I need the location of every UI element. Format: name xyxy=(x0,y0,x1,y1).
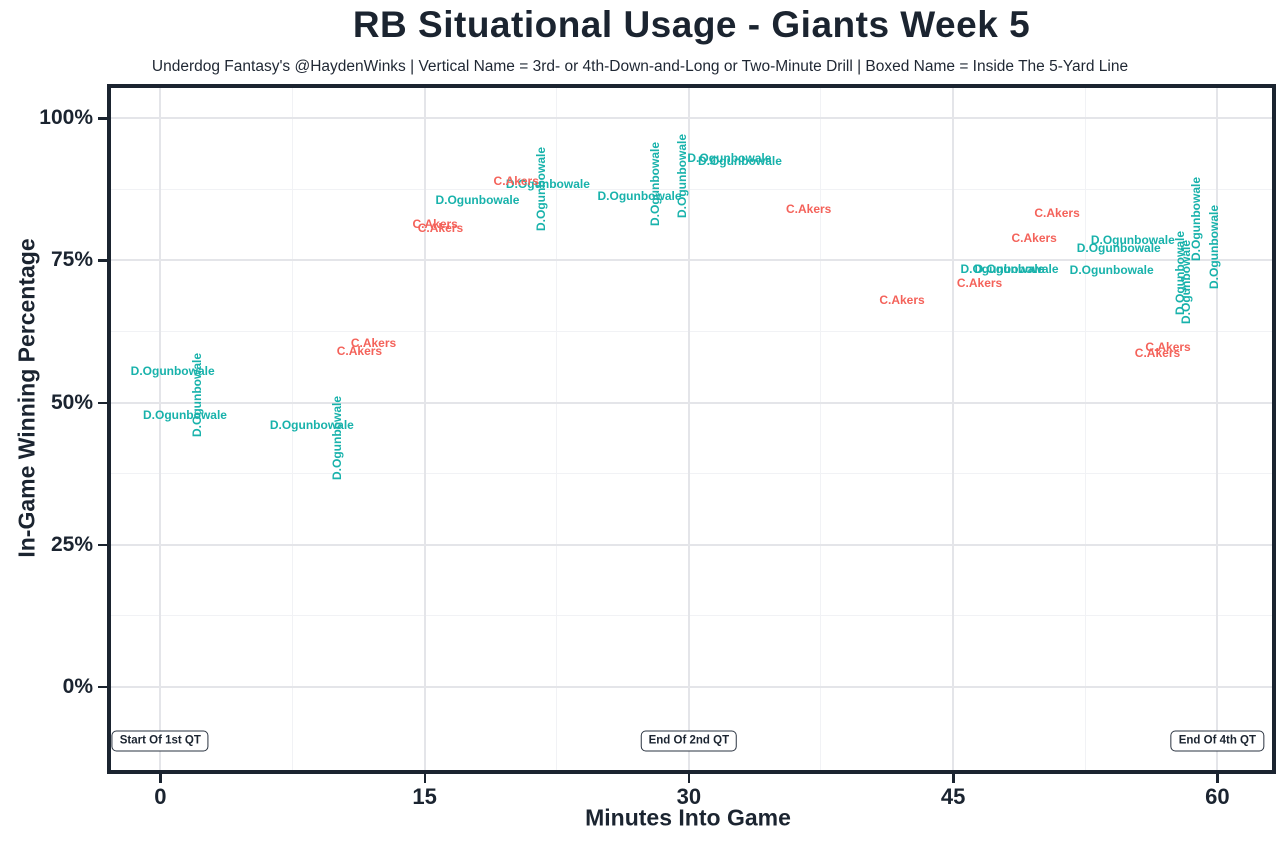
point-label-ogunbowale: D.Ogunbowale xyxy=(1090,232,1175,247)
point-label-akers: C.Akers xyxy=(1034,206,1080,221)
x-tick-mark xyxy=(1216,774,1219,783)
annotation-box: End Of 4th QT xyxy=(1170,730,1265,752)
point-label-ogunbowale: D.Ogunbowale xyxy=(435,193,520,208)
point-label-ogunbowale-vertical: D.Ogunbowale xyxy=(190,353,205,438)
point-label-akers: C.Akers xyxy=(493,174,539,189)
x-tick-label: 45 xyxy=(940,784,966,809)
point-label-akers: C.Akers xyxy=(785,202,832,217)
gridline-x-major xyxy=(1216,88,1219,770)
gridline-y-major xyxy=(111,543,1272,546)
y-tick-label: 75% xyxy=(50,248,93,272)
point-label-ogunbowale: D.Ogunbowale xyxy=(130,364,215,379)
point-label-akers: C.Akers xyxy=(1134,346,1181,361)
gridline-y-major xyxy=(111,401,1272,404)
x-tick-label: 0 xyxy=(154,784,167,809)
point-label-ogunbowale: D.Ogunbowale xyxy=(142,408,227,423)
point-label-akers: C.Akers xyxy=(412,216,458,231)
gridline-y-minor xyxy=(111,615,1272,617)
gridline-y-minor xyxy=(111,473,1272,475)
annotation-box: Start Of 1st QT xyxy=(111,730,209,752)
y-tick-label: 25% xyxy=(50,532,93,556)
gridline-x-major xyxy=(687,88,690,770)
chart-subtitle: Underdog Fantasy's @HaydenWinks | Vertic… xyxy=(151,58,1129,75)
point-label-akers: C.Akers xyxy=(956,276,1003,291)
y-tick-mark xyxy=(98,543,107,547)
gridline-x-minor xyxy=(820,88,822,770)
gridline-y-major xyxy=(111,259,1272,262)
gridline-x-major xyxy=(952,88,955,770)
point-label-ogunbowale-vertical: D.Ogunbowale xyxy=(329,395,344,480)
y-tick-mark xyxy=(98,401,107,405)
gridline-x-minor xyxy=(1084,88,1086,770)
gridline-y-minor xyxy=(111,330,1272,332)
y-tick-label: 0% xyxy=(62,674,93,698)
gridline-y-minor xyxy=(111,188,1272,190)
point-label-akers: C.Akers xyxy=(1011,231,1057,246)
point-label-ogunbowale: D.Ogunbowale xyxy=(960,261,1045,276)
chart-title: RB Situational Usage - Giants Week 5 xyxy=(352,4,1031,45)
point-label-akers: C.Akers xyxy=(350,335,397,350)
point-label-ogunbowale-vertical: D.Ogunbowale xyxy=(1189,177,1204,262)
point-label-ogunbowale: D.Ogunbowale xyxy=(697,153,782,168)
point-label-akers: C.Akers xyxy=(336,344,383,359)
y-tick-mark xyxy=(98,259,107,262)
gridline-x-major xyxy=(423,88,426,770)
point-label-akers: C.Akers xyxy=(879,293,925,308)
point-label-ogunbowale: D.Ogunbowale xyxy=(1069,263,1154,278)
point-label-ogunbowale: D.Ogunbowale xyxy=(505,176,590,191)
point-label-ogunbowale-vertical: D.Ogunbowale xyxy=(1206,205,1221,290)
gridline-x-major xyxy=(159,88,162,770)
x-tick-label: 30 xyxy=(676,784,702,809)
annotation-box: End Of 2nd QT xyxy=(640,730,738,752)
point-label-ogunbowale: D.Ogunbowale xyxy=(974,261,1059,276)
x-tick-mark xyxy=(423,774,427,783)
y-tick-mark xyxy=(98,685,107,689)
y-tick-label: 50% xyxy=(50,390,93,414)
x-tick-mark xyxy=(952,774,955,783)
point-label-ogunbowale-vertical: D.Ogunbowale xyxy=(674,134,689,219)
gridline-x-minor xyxy=(291,88,293,770)
x-tick-mark xyxy=(159,774,162,783)
y-tick-mark xyxy=(98,117,107,120)
gridline-y-major xyxy=(111,117,1272,120)
gridline-y-major xyxy=(111,685,1272,688)
point-label-ogunbowale-vertical: D.Ogunbowale xyxy=(648,142,663,227)
point-label-ogunbowale: D.Ogunbowale xyxy=(687,150,772,165)
x-tick-label: 60 xyxy=(1205,784,1230,809)
x-tick-label: 15 xyxy=(412,784,437,809)
y-tick-label: 100% xyxy=(39,106,93,130)
plot-panel: D.Ogunbowale D.Ogunbowale D.Ogunbowale D.Og… xyxy=(39,84,1276,809)
gridline-x-minor xyxy=(556,88,558,770)
point-label-ogunbowale: D.Ogunbowale xyxy=(597,189,682,204)
point-label-akers: C.Akers xyxy=(1145,339,1191,354)
x-axis-title: Minutes Into Game xyxy=(585,804,791,831)
x-tick-mark xyxy=(687,774,691,783)
point-label-ogunbowale: D.Ogunbowale xyxy=(269,418,354,433)
point-label-ogunbowale: D.Ogunbowale xyxy=(1076,240,1161,255)
point-label-akers: C.Akers xyxy=(417,220,464,235)
